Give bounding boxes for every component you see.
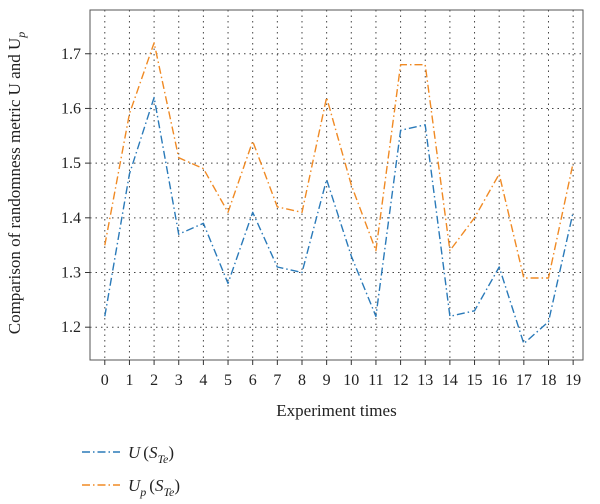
x-tick-label: 1 [125,372,133,389]
x-tick-label: 17 [516,372,532,389]
x-tick-label: 10 [343,372,359,389]
y-tick-label: 1.7 [61,46,81,63]
x-tick-label: 16 [491,372,507,389]
x-axis-title: Experiment times [276,401,396,420]
y-tick-label: 1.2 [61,319,81,336]
y-tick-label: 1.3 [61,265,81,282]
y-tick-label: 1.4 [61,210,81,227]
y-axis-title: Comparison of randomness metric U and Up [5,32,28,335]
series-line-0 [104,96,574,345]
x-tick-label: 5 [224,372,232,389]
series-layer [104,42,574,345]
legend-label: Up (STe) [128,476,180,499]
legend: U (STe) Up (STe) [82,443,180,499]
x-tick-label: 7 [273,372,281,389]
y-axis-title-subscript: p [14,32,28,39]
x-tick-label: 19 [565,372,581,389]
x-tick-label: 15 [467,372,483,389]
x-tick-label: 18 [540,372,556,389]
x-axis: 0 1 2 3 4 5 6 7 8 9 10 11 12 13 14 15 16 17 18 19 [101,360,581,389]
grid-lines [90,10,583,360]
x-tick-label: 8 [298,372,306,389]
y-tick-label: 1.5 [61,155,81,172]
x-tick-label: 3 [175,372,183,389]
series-line-1 [104,42,574,279]
x-tick-label: 12 [393,372,409,389]
y-tick-label: 1.6 [61,100,81,117]
x-tick-label: 4 [199,372,207,389]
y-axis: 1.2 1.3 1.4 1.5 1.6 1.7 [61,46,90,336]
legend-label: U (STe) [128,443,174,466]
x-tick-label: 6 [249,372,257,389]
x-tick-label: 13 [417,372,433,389]
x-tick-label: 9 [323,372,331,389]
plot-frame [89,9,584,361]
x-tick-label: 14 [442,372,458,389]
x-tick-label: 11 [368,372,383,389]
y-axis-title-main: Comparison of randomness metric U and U [5,38,24,335]
x-tick-label: 2 [150,372,158,389]
x-tick-label: 0 [101,372,109,389]
